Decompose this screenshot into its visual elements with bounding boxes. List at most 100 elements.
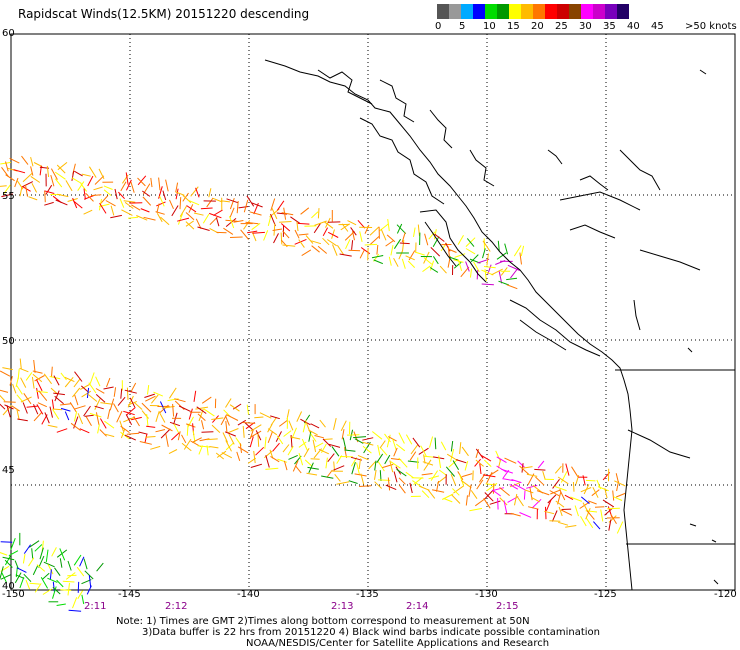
wind-barb	[387, 477, 391, 491]
wind-barb	[185, 212, 195, 221]
wind-barb	[249, 211, 262, 216]
wind-barb	[585, 508, 591, 520]
wind-barb	[336, 481, 350, 485]
wind-barb	[54, 171, 66, 180]
wind-barb	[236, 451, 241, 462]
wind-barb	[195, 406, 209, 410]
wind-barb	[552, 478, 560, 489]
wind-barb	[270, 455, 280, 463]
wind-barb	[175, 191, 185, 196]
wind-barb	[278, 419, 289, 427]
wind-barb	[156, 213, 163, 223]
wind-barb	[376, 453, 384, 463]
wind-barb	[544, 510, 555, 515]
wind-barb	[28, 557, 35, 567]
wind-barb	[440, 441, 447, 451]
wind-barb	[298, 441, 307, 448]
wind-barb	[386, 234, 396, 243]
wind-barb	[535, 476, 545, 486]
wind-barb	[137, 175, 147, 186]
wind-barb	[118, 191, 125, 200]
wind-barb	[14, 560, 19, 570]
colorbar-label: 25	[555, 21, 568, 32]
wind-barb	[558, 521, 569, 526]
wind-barb	[124, 389, 137, 394]
wind-barb	[405, 255, 415, 261]
wind-barb	[421, 490, 430, 499]
wind-barb	[26, 405, 38, 408]
wind-barb	[354, 473, 367, 477]
wind-barb	[280, 223, 291, 232]
wind-barb	[126, 387, 129, 400]
wind-barb	[277, 458, 288, 463]
wind-barb	[457, 234, 464, 245]
wind-barb	[158, 412, 166, 423]
longitude-label: -150	[2, 589, 25, 600]
wind-barb	[456, 459, 467, 464]
wind-barb	[395, 443, 406, 452]
wind-barb	[491, 268, 503, 276]
wind-barb	[34, 583, 42, 593]
wind-barb	[22, 172, 33, 183]
wind-barb	[100, 402, 113, 405]
wind-barb	[72, 387, 81, 398]
wind-barb	[613, 496, 623, 501]
colorbar-segment	[581, 4, 593, 19]
wind-barb	[211, 417, 224, 420]
wind-barb	[29, 582, 40, 585]
wind-barb	[250, 424, 262, 432]
wind-barb	[150, 177, 153, 188]
wind-barb	[221, 452, 233, 459]
wind-barb	[223, 227, 234, 235]
wind-barb	[429, 267, 439, 273]
wind-barb	[99, 429, 107, 437]
wind-barb	[25, 372, 33, 381]
wind-barb	[242, 422, 256, 424]
wind-barb	[0, 566, 4, 579]
wind-barb	[32, 565, 39, 576]
wind-barb	[96, 562, 104, 572]
wind-barb	[175, 188, 179, 200]
wind-barb	[120, 388, 123, 399]
wind-barb	[243, 220, 251, 230]
wind-barb	[422, 265, 431, 273]
wind-barb	[22, 402, 28, 414]
wind-barb	[377, 444, 381, 456]
wind-barb	[73, 554, 82, 566]
wind-barb	[398, 477, 406, 485]
wind-barb	[237, 446, 249, 454]
wind-barb	[169, 199, 174, 210]
wind-barb	[396, 224, 407, 235]
wind-barb	[4, 555, 11, 566]
wind-barb	[60, 589, 72, 591]
wind-barb	[489, 500, 501, 505]
coastline	[264, 59, 735, 591]
wind-barb	[198, 445, 203, 455]
wind-barb	[340, 420, 347, 432]
latitude-label: 45	[2, 465, 15, 476]
wind-barb	[272, 442, 280, 452]
wind-barb	[212, 197, 223, 203]
wind-barb	[470, 254, 479, 263]
wind-barb	[110, 214, 122, 219]
wind-barb	[159, 401, 167, 414]
wind-barb	[226, 198, 239, 204]
wind-barb	[36, 404, 44, 415]
wind-barb	[87, 393, 98, 402]
wind-barb	[551, 510, 558, 522]
wind-barb	[52, 587, 61, 595]
wind-barb	[614, 480, 626, 487]
wind-barb	[602, 499, 615, 508]
colorbar-segment	[521, 4, 533, 19]
wind-barb	[398, 250, 404, 260]
wind-barb	[32, 370, 43, 374]
wind-barb	[574, 505, 579, 517]
wind-barb	[364, 224, 370, 234]
wind-barb	[50, 168, 58, 180]
wind-barb	[76, 566, 85, 577]
wind-barb	[25, 579, 31, 590]
wind-barb	[105, 200, 116, 207]
wind-barb	[409, 482, 413, 494]
wind-barb	[36, 564, 46, 572]
wind-barb	[94, 405, 104, 410]
